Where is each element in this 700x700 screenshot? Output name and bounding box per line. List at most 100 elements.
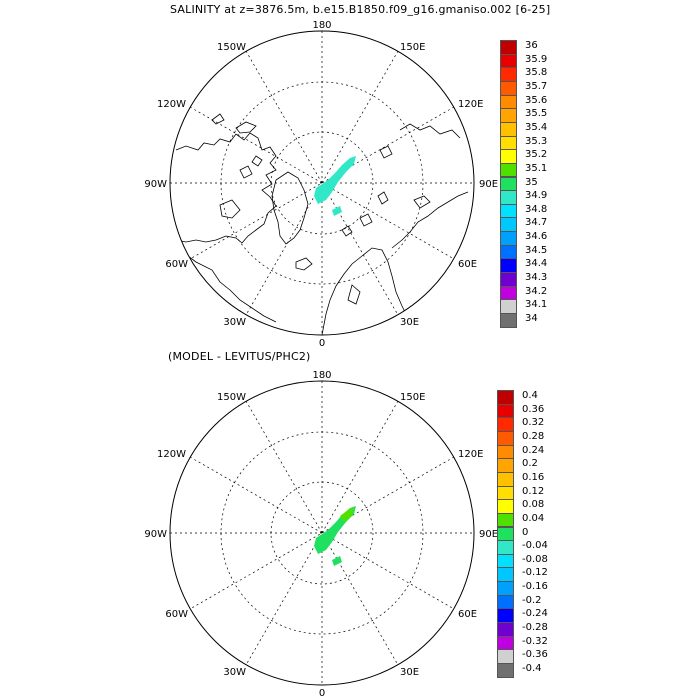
salinity-field xyxy=(314,156,356,216)
colorbar-label: 34.7 xyxy=(525,217,548,229)
coastline-island xyxy=(235,121,257,134)
colorbar-swatch xyxy=(497,635,514,651)
coastline-siberia xyxy=(399,123,461,139)
lon-label-150w: 150W xyxy=(217,42,246,53)
colorbar-label: 0.04 xyxy=(522,512,545,524)
colorbar-swatch xyxy=(500,108,517,123)
lon-label-120w: 120W xyxy=(157,99,186,110)
colorbar-label: 34.9 xyxy=(525,190,548,202)
colorbar-label: -0.04 xyxy=(522,540,548,552)
salinity-patch xyxy=(332,206,342,216)
colorbar-label: 34 xyxy=(525,313,538,324)
colorbar-label: 0.12 xyxy=(522,485,545,497)
colorbar-label: -0.36 xyxy=(522,649,548,661)
colorbar-swatch xyxy=(500,53,517,69)
graticule xyxy=(170,381,474,685)
meridian-line xyxy=(245,50,399,316)
coastlines xyxy=(175,113,469,335)
graticule xyxy=(170,31,474,335)
colorbar-swatch xyxy=(497,663,514,678)
lon-label-90w: 90W xyxy=(144,179,167,190)
colorbar-swatch xyxy=(500,162,517,178)
colorbar-label: 35.1 xyxy=(525,162,548,174)
lon-label-120w: 120W xyxy=(157,449,186,460)
lon-label-30w: 30W xyxy=(223,667,246,678)
colorbar-label: 0.16 xyxy=(522,471,545,483)
colorbar-label: -0.4 xyxy=(522,663,542,674)
colorbar-label: 35.3 xyxy=(525,135,548,147)
colorbar-swatch xyxy=(497,594,514,610)
lon-label-30e: 30E xyxy=(400,317,419,328)
coastline-hudson-bay xyxy=(219,199,241,219)
colorbar-swatch xyxy=(500,67,517,82)
coastline-iceland xyxy=(295,257,313,271)
colorbar-swatch xyxy=(500,285,517,301)
coastline-island xyxy=(347,284,361,305)
colorbar-label: 0.28 xyxy=(522,430,545,442)
colorbar-swatch xyxy=(500,272,517,287)
colorbar-label: 35.7 xyxy=(525,80,548,92)
colorbar-swatch xyxy=(497,403,514,419)
coastline-novaya-zemlya xyxy=(413,195,431,209)
colorbar-label: 0.36 xyxy=(522,403,545,415)
coastline-europe xyxy=(321,247,415,335)
colorbar-label: 0.08 xyxy=(522,499,545,511)
colorbar-swatch xyxy=(497,499,514,514)
colorbar-label: -0.2 xyxy=(522,594,542,606)
coastline-island xyxy=(239,165,253,179)
colorbar-label: 34.8 xyxy=(525,203,548,215)
colorbar-label: 34.1 xyxy=(525,299,548,311)
colorbar-label: 36 xyxy=(525,40,538,51)
colorbar-swatch xyxy=(500,217,517,233)
salinity-polar-map xyxy=(169,30,475,336)
colorbar-swatch xyxy=(497,458,514,473)
lon-label-90e: 90E xyxy=(479,529,498,540)
longitude-labels-bottom: 180 0 90W 90E 150W 150E 120W 120E 60W 60… xyxy=(144,370,498,699)
colorbar-label: -0.24 xyxy=(522,608,548,620)
colorbar-label: -0.08 xyxy=(522,553,548,565)
plot-title: SALINITY at z=3876.5m, b.e15.B1850.f09_g… xyxy=(170,3,551,16)
colorbar-swatch xyxy=(500,149,517,164)
latitude-circle xyxy=(270,131,374,235)
coastline-svalbard xyxy=(359,213,373,227)
lon-label-60e: 60E xyxy=(458,259,477,270)
colorbar-swatch xyxy=(500,80,517,96)
lon-label-0: 0 xyxy=(319,688,325,699)
colorbar-label: -0.16 xyxy=(522,581,548,593)
meridian-line xyxy=(189,106,455,260)
colorbar-label: 34.3 xyxy=(525,272,548,284)
meridian-line xyxy=(189,456,455,610)
lon-label-120e: 120E xyxy=(458,449,483,460)
lon-label-180: 180 xyxy=(312,20,331,31)
difference-patch xyxy=(332,556,342,566)
colorbar-swatch xyxy=(500,190,517,205)
colorbar-label: 0.32 xyxy=(522,417,545,429)
colorbar-label: -0.32 xyxy=(522,635,548,647)
coastline-island xyxy=(211,113,225,125)
coastline-island xyxy=(379,145,393,159)
colorbar-swatch xyxy=(500,203,517,219)
colorbar-swatch xyxy=(497,649,514,664)
colorbar-swatch xyxy=(500,176,517,192)
colorbar-label: 34.5 xyxy=(525,244,548,256)
lon-label-60w: 60W xyxy=(165,609,188,620)
colorbar-swatch xyxy=(497,444,514,460)
colorbar-swatch xyxy=(497,512,514,528)
colorbar-swatch xyxy=(500,313,517,328)
colorbar-swatch xyxy=(497,390,514,405)
coastline-russia xyxy=(391,191,469,249)
colorbar-label: 34.4 xyxy=(525,258,548,270)
longitude-labels-top: 180 0 90W 90E 150W 150E 120W 120E 60W 60… xyxy=(144,20,498,349)
colorbar-swatch xyxy=(497,567,514,583)
colorbar-label: 0.24 xyxy=(522,444,545,456)
lon-label-180: 180 xyxy=(312,370,331,381)
colorbar-label: 35 xyxy=(525,176,538,188)
colorbar-label: 0.2 xyxy=(522,458,538,470)
lon-label-60w: 60W xyxy=(165,259,188,270)
lon-label-150e: 150E xyxy=(400,392,425,403)
colorbar-swatch xyxy=(500,299,517,314)
coastline-island xyxy=(377,191,389,205)
lon-label-0: 0 xyxy=(319,338,325,349)
colorbar-swatch xyxy=(497,485,514,501)
